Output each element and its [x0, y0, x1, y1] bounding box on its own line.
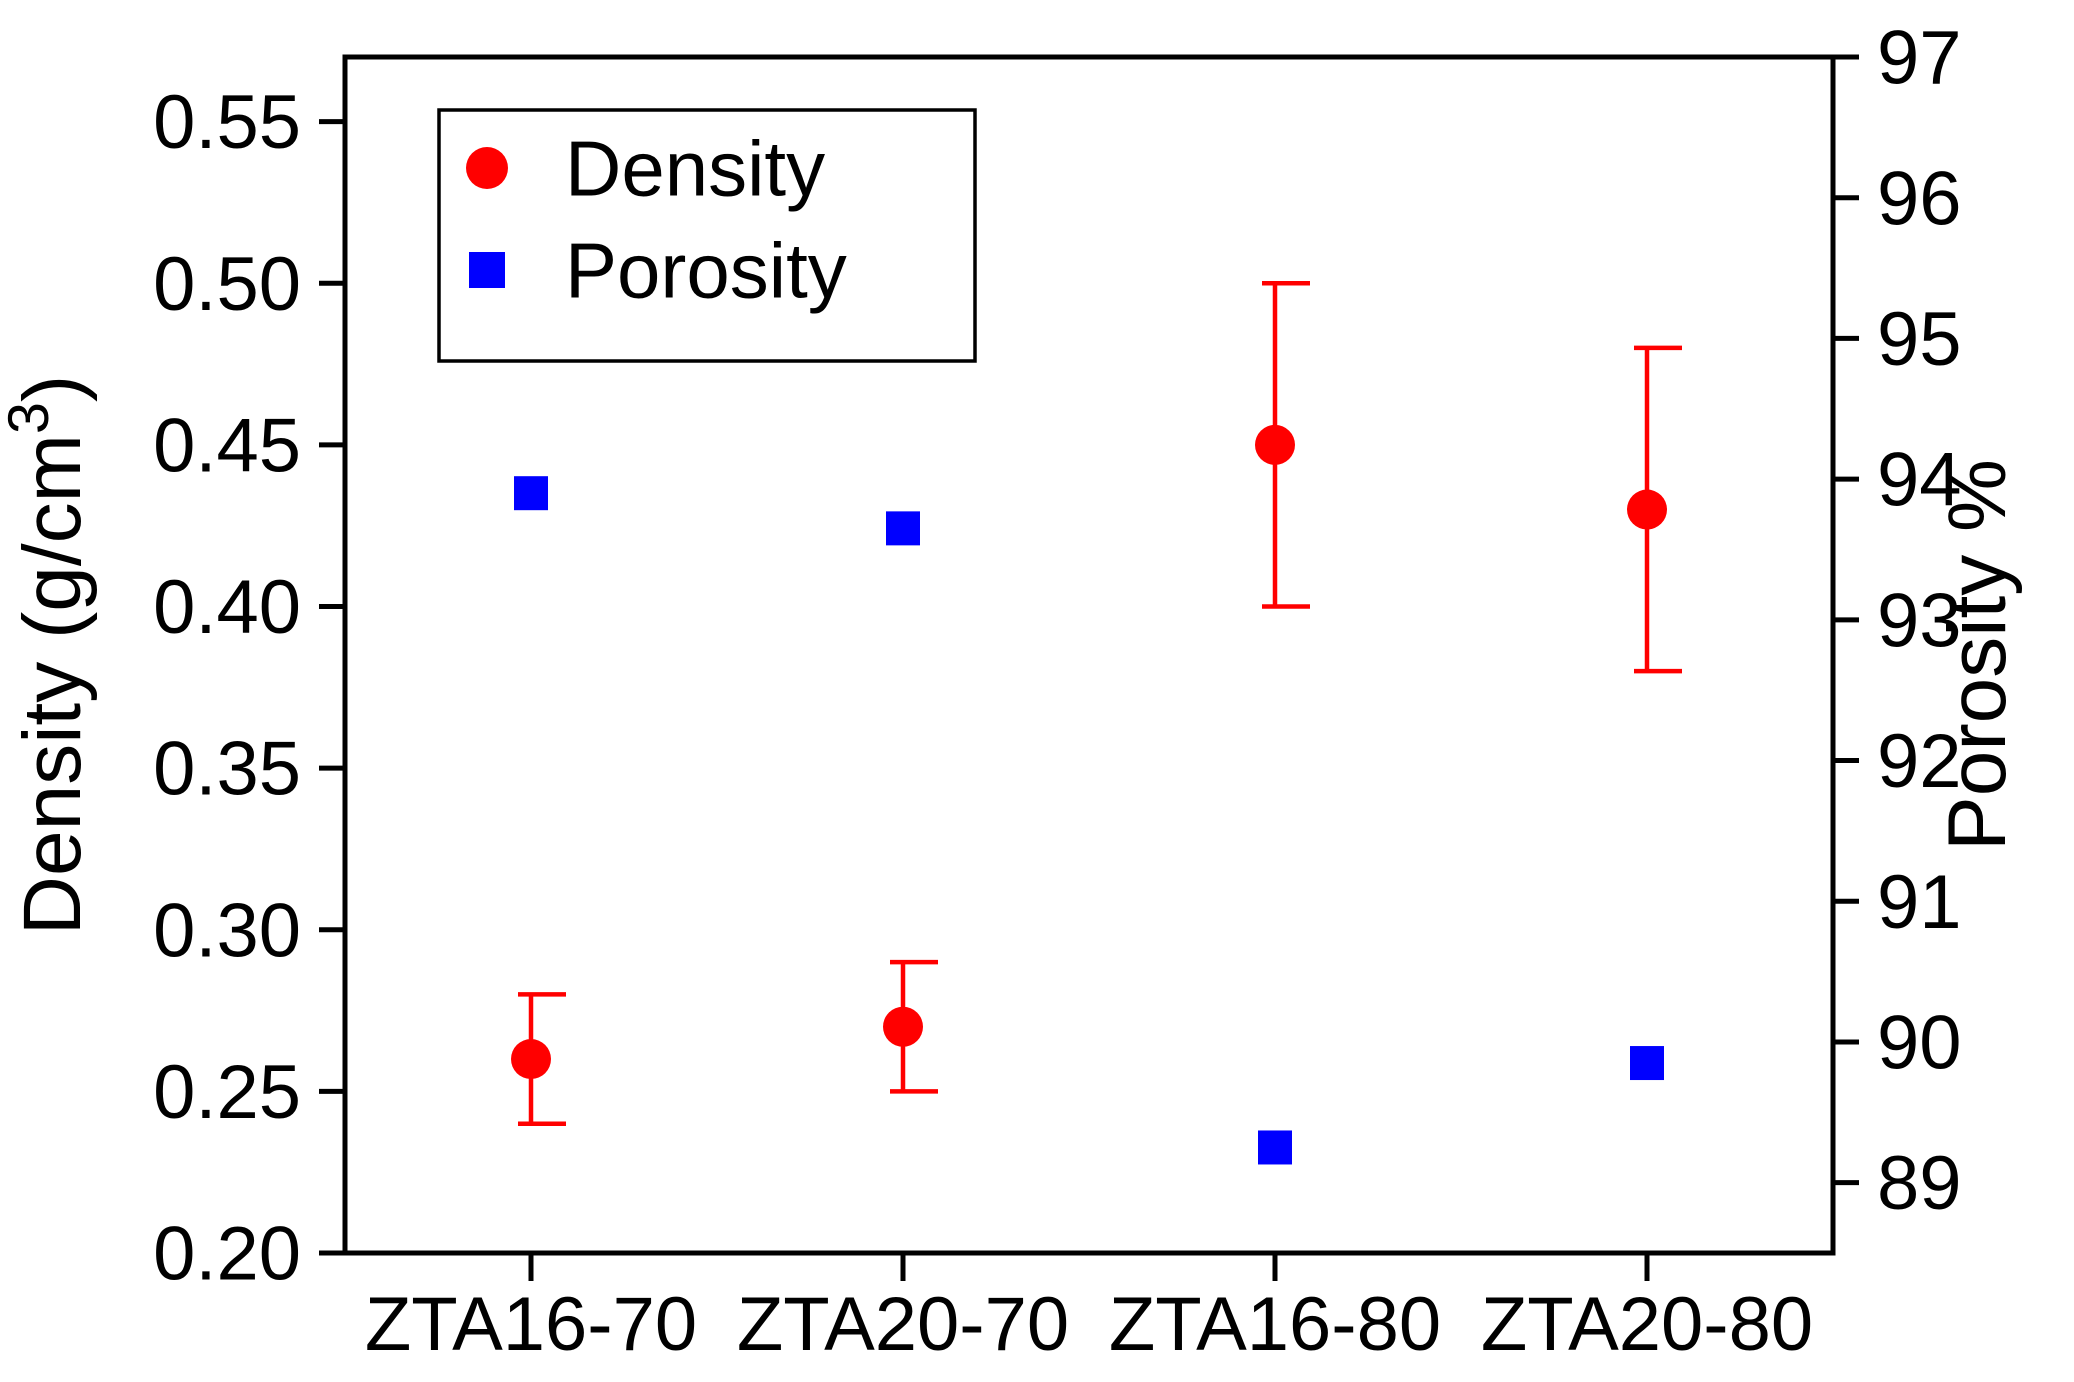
right-axis-tick-label: 97 [1877, 16, 1962, 101]
right-axis-tick-label: 94 [1877, 438, 1962, 523]
right-axis-tick-label: 91 [1877, 860, 1962, 945]
x-axis-category-label: ZTA16-80 [1109, 1282, 1441, 1367]
left-axis-tick-label: 0.30 [153, 888, 301, 973]
legend-label-density: Density [565, 124, 825, 212]
plot-border [342, 54, 1836, 1256]
right-axis-tick-label: 90 [1877, 1001, 1962, 1086]
right-axis-tick-label: 96 [1877, 156, 1962, 241]
density-data-point [883, 1006, 923, 1047]
right-axis-tick-label: 95 [1877, 297, 1962, 382]
porosity-data-point [1258, 1130, 1292, 1165]
x-axis-category-label: ZTA20-80 [1481, 1282, 1813, 1367]
left-axis-tick-label: 0.40 [153, 565, 301, 650]
legend-marker-porosity [469, 252, 505, 288]
x-axis-category-label: ZTA16-70 [365, 1282, 697, 1367]
legend-label-porosity: Porosity [565, 226, 847, 314]
right-axis-tick-label: 93 [1877, 578, 1962, 663]
porosity-data-point [514, 476, 548, 511]
left-axis-tick-label: 0.35 [153, 727, 301, 812]
left-axis-title: Density (g/cm3) [0, 375, 98, 935]
left-axis-tick-label: 0.55 [153, 80, 301, 165]
legend-marker-density [466, 147, 508, 189]
left-axis-tick-label: 0.25 [153, 1050, 301, 1135]
right-axis-title: Porosity % [1932, 459, 2023, 851]
density-data-point [1627, 489, 1667, 530]
left-axis-tick-label: 0.20 [153, 1212, 301, 1297]
density-data-point [1255, 424, 1295, 465]
left-axis-tick-label: 0.45 [153, 403, 301, 488]
porosity-data-point [1630, 1046, 1664, 1081]
legend-box [437, 108, 977, 363]
right-axis-tick-label: 92 [1877, 719, 1962, 804]
left-axis-tick-label: 0.50 [153, 242, 301, 327]
density-data-point [511, 1039, 551, 1080]
x-axis-category-label: ZTA20-70 [737, 1282, 1069, 1367]
right-axis-tick-label: 89 [1877, 1141, 1962, 1226]
porosity-data-point [886, 511, 920, 546]
